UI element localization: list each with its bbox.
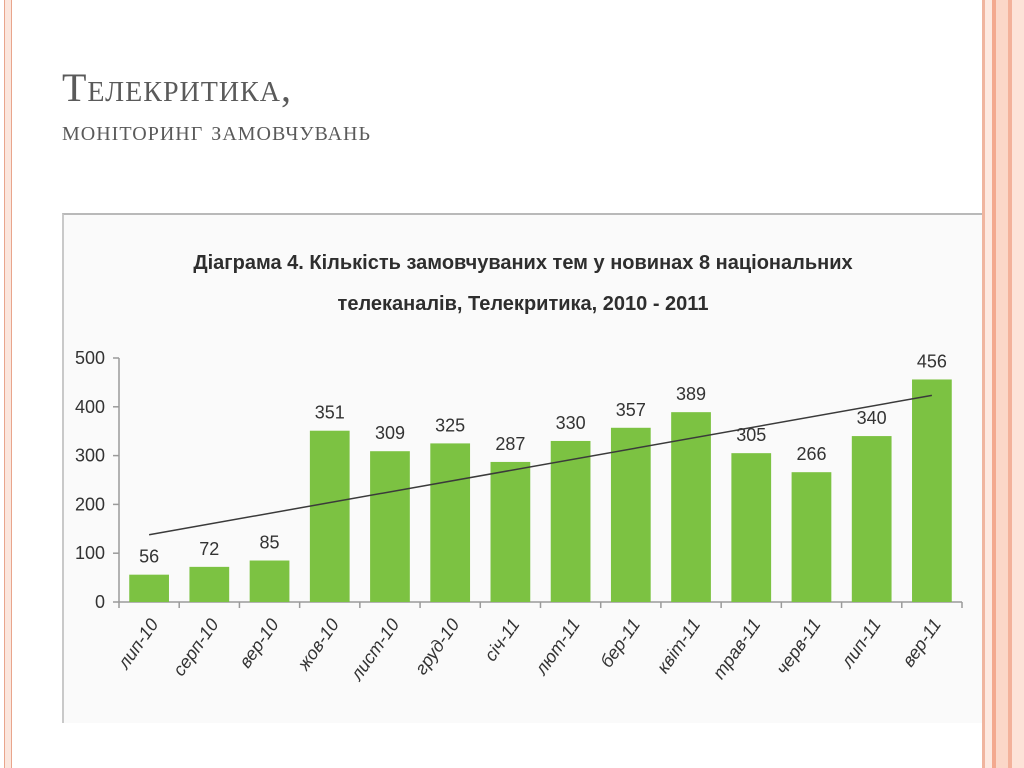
bar [370, 451, 410, 602]
y-tick-label: 200 [75, 494, 105, 514]
bar [610, 427, 651, 602]
y-tick-label: 0 [95, 592, 105, 612]
slide-title: Телекритика, [62, 65, 292, 110]
chart-title-line-2: телеканалів, Телекритика, 2010 - 2011 [338, 293, 709, 315]
x-tick-label: січ-11 [480, 615, 523, 665]
data-label: 351 [315, 403, 345, 423]
bar [731, 453, 772, 602]
x-tick-label: лист-10 [346, 615, 403, 685]
bar [189, 566, 230, 602]
data-label: 72 [199, 539, 219, 559]
y-tick-label: 100 [75, 543, 105, 563]
slide-subtitle: моніторинг замовчувань [62, 116, 371, 147]
right-frame-decoration [978, 0, 1024, 768]
x-tick-label: вер-11 [898, 615, 945, 670]
x-tick-label: трав-11 [709, 615, 765, 683]
data-label: 330 [556, 413, 586, 433]
x-tick-label: квіт-11 [653, 615, 705, 677]
y-tick-label: 500 [75, 348, 105, 368]
data-label: 340 [857, 408, 887, 428]
data-label: 325 [435, 415, 465, 435]
x-tick-label: черв-11 [772, 615, 825, 678]
x-tick-label: груд-10 [411, 615, 464, 678]
bar [490, 461, 531, 602]
data-label: 85 [260, 533, 280, 553]
bar [912, 379, 952, 602]
y-tick-label: 400 [75, 397, 105, 417]
bar [129, 574, 169, 602]
bar-chart: Діаграма 4. Кількість замовчуваних тем у… [75, 252, 963, 685]
chart-title-line-1: Діаграма 4. Кількість замовчуваних тем у… [193, 252, 852, 274]
data-label: 309 [375, 423, 405, 443]
y-tick-label: 300 [75, 446, 105, 466]
data-label: 456 [917, 351, 947, 371]
x-tick-label: бер-11 [596, 615, 644, 671]
data-label: 56 [139, 547, 159, 567]
bar [430, 443, 471, 602]
x-tick-label: лип-11 [837, 615, 885, 672]
bar [309, 430, 350, 602]
data-label: 389 [676, 384, 706, 404]
x-tick-label: вер-10 [235, 615, 283, 672]
data-label: 305 [736, 425, 766, 445]
data-label: 357 [616, 400, 646, 420]
bar [851, 436, 892, 602]
bar [791, 472, 832, 602]
bar [249, 560, 290, 602]
trend-line [148, 394, 933, 536]
x-tick-label: лют-11 [531, 615, 584, 679]
x-tick-label: жов-10 [293, 615, 343, 675]
bar [671, 412, 711, 602]
x-tick-label: серп-10 [169, 615, 223, 680]
x-tick-label: лип-10 [113, 615, 162, 673]
data-label: 287 [495, 434, 525, 454]
left-frame-decoration [4, 0, 12, 768]
bar [550, 440, 591, 602]
data-label: 266 [796, 444, 826, 464]
chart-container: Діаграма 4. Кількість замовчуваних тем у… [62, 213, 982, 723]
